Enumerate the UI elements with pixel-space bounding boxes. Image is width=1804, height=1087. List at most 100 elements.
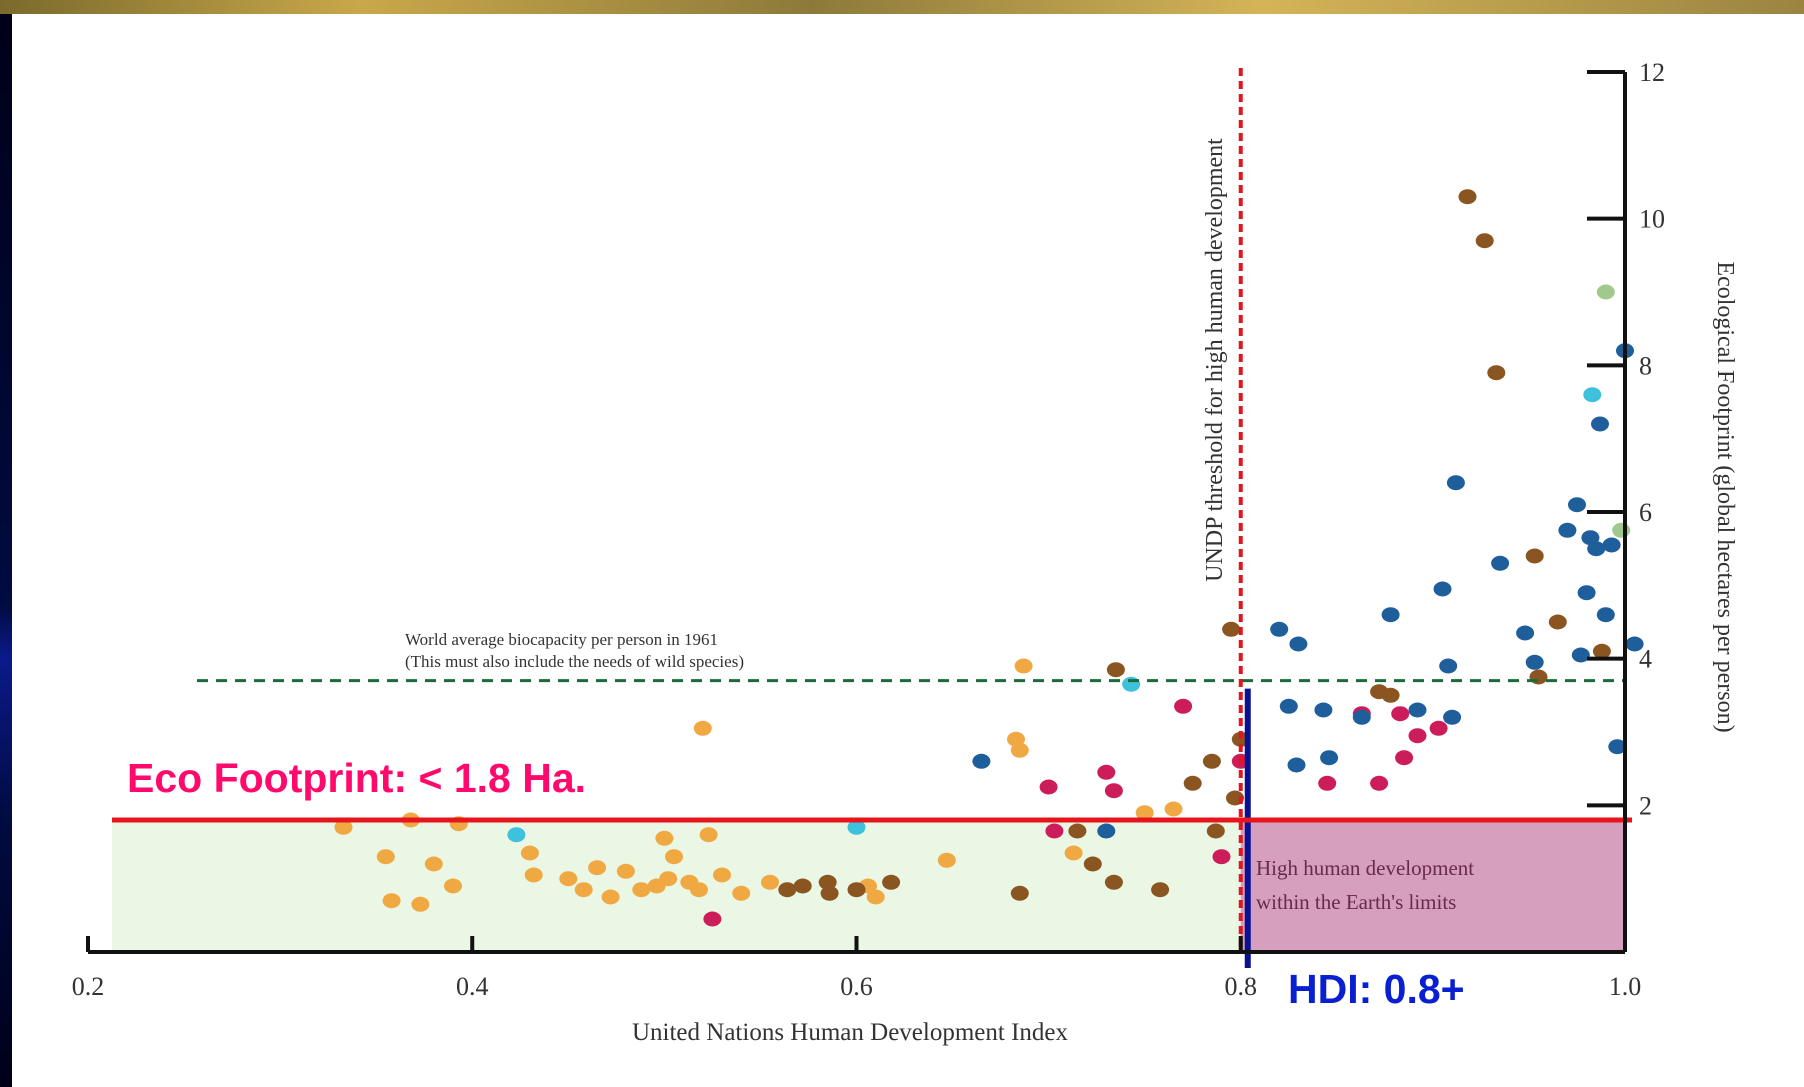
- data-point-africa: [1135, 805, 1154, 821]
- data-point-europe: [1608, 739, 1627, 755]
- data-point-asia: [1529, 669, 1548, 685]
- data-point-africa: [424, 856, 443, 872]
- data-point-north_america: [1612, 522, 1631, 538]
- data-point-asia: [1068, 823, 1087, 839]
- target-zone: [1240, 820, 1625, 952]
- eco-footprint-label: Eco Footprint: < 1.8 Ha.: [127, 755, 586, 801]
- y-tick-label: 4: [1639, 645, 1652, 674]
- data-point-africa: [382, 893, 401, 909]
- data-point-north_america: [1596, 284, 1615, 300]
- data-point-europe: [1381, 607, 1400, 623]
- biocapacity-label-line-1: World average biocapacity per person in …: [405, 630, 718, 649]
- data-point-europe: [1287, 757, 1306, 773]
- y-tick-label: 8: [1639, 351, 1652, 380]
- data-point-europe: [1439, 658, 1458, 674]
- data-point-asia: [1487, 365, 1506, 381]
- data-point-europe: [1491, 555, 1510, 571]
- data-point-latin_america: [1429, 720, 1448, 736]
- top-decorative-band: [0, 0, 1804, 14]
- data-point-africa: [665, 849, 683, 865]
- y-axis-ticks: 2 4 6 8 10 12: [1587, 58, 1665, 820]
- x-tick-label: 0.4: [456, 972, 489, 1001]
- data-point-europe: [1568, 497, 1586, 513]
- data-point-africa: [334, 819, 353, 835]
- data-point-europe: [1289, 636, 1308, 652]
- data-point-africa: [520, 845, 539, 861]
- data-points: [334, 189, 1644, 927]
- data-point-africa: [732, 885, 751, 901]
- threshold-label: UNDP threshold for high human developmen…: [1202, 138, 1228, 582]
- data-point-africa: [659, 871, 678, 887]
- x-tick-label: 1.0: [1609, 972, 1642, 1001]
- data-point-asia: [1010, 885, 1029, 901]
- data-point-asia: [847, 882, 866, 898]
- y-tick-label: 12: [1639, 58, 1665, 87]
- data-point-africa: [1164, 801, 1183, 817]
- hdi-label: HDI: 0.8+: [1288, 966, 1465, 1012]
- data-point-europe: [1525, 654, 1544, 670]
- quadrant-label-line-2: within the Earth's limits: [1256, 890, 1456, 914]
- data-point-asia: [1083, 856, 1102, 872]
- data-point-africa: [444, 878, 462, 894]
- x-tick-label: 0.8: [1225, 972, 1258, 1001]
- data-point-asia: [1222, 621, 1241, 637]
- data-point-asia: [1183, 775, 1202, 791]
- data-point-latin_america: [1039, 779, 1058, 795]
- data-point-africa: [693, 720, 712, 736]
- data-point-asia: [818, 874, 837, 890]
- data-point-asia: [1458, 189, 1477, 205]
- data-point-europe: [1571, 647, 1590, 663]
- data-point-asia: [1106, 662, 1125, 678]
- data-point-latin_america: [1045, 823, 1064, 839]
- data-point-africa: [616, 863, 635, 879]
- y-tick-label: 6: [1639, 498, 1652, 527]
- data-point-asia: [1475, 233, 1494, 249]
- data-point-africa: [632, 882, 651, 898]
- data-point-middle_east: [847, 819, 866, 835]
- data-point-africa: [411, 896, 430, 912]
- data-point-europe: [1279, 698, 1298, 714]
- data-point-europe: [1602, 537, 1621, 553]
- data-point-europe: [1314, 702, 1333, 718]
- data-point-asia: [778, 882, 797, 898]
- data-point-middle_east: [507, 827, 526, 843]
- x-axis-ticks: 0.2 0.4 0.6 0.8 1.0: [72, 936, 1642, 1001]
- x-axis-label: United Nations Human Development Index: [632, 1019, 1069, 1046]
- data-point-latin_america: [1408, 728, 1427, 744]
- data-point-europe: [1408, 702, 1427, 718]
- data-point-europe: [1352, 709, 1371, 725]
- data-point-latin_america: [1370, 775, 1389, 791]
- data-point-asia: [1206, 823, 1225, 839]
- data-point-asia: [1202, 753, 1221, 769]
- data-point-africa: [655, 830, 674, 846]
- data-point-europe: [1446, 475, 1465, 491]
- data-point-africa: [937, 852, 956, 868]
- data-point-africa: [559, 871, 578, 887]
- data-point-asia: [1104, 874, 1123, 890]
- data-point-africa: [376, 849, 395, 865]
- data-point-latin_america: [1391, 706, 1410, 722]
- data-point-europe: [1443, 709, 1462, 725]
- data-point-africa: [866, 889, 885, 905]
- data-point-latin_america: [1395, 750, 1414, 766]
- low-footprint-zone: [112, 820, 1241, 952]
- data-point-middle_east: [1583, 387, 1602, 403]
- data-point-africa: [761, 874, 779, 890]
- quadrant-label-line-1: High human development: [1256, 856, 1474, 880]
- data-point-europe: [1516, 625, 1535, 641]
- data-point-europe: [1591, 416, 1609, 432]
- x-tick-label: 0.6: [840, 972, 873, 1001]
- data-point-asia: [793, 878, 812, 894]
- data-point-asia: [1151, 882, 1170, 898]
- data-point-europe: [1625, 636, 1644, 652]
- data-point-africa: [574, 882, 593, 898]
- data-point-europe: [1270, 621, 1289, 637]
- data-point-africa: [1014, 658, 1033, 674]
- data-point-asia: [1525, 548, 1544, 564]
- data-point-asia: [820, 885, 839, 901]
- data-point-asia: [1548, 614, 1567, 630]
- data-point-latin_america: [1318, 775, 1337, 791]
- left-decorative-bar: [0, 14, 12, 1087]
- data-point-africa: [588, 860, 607, 876]
- y-tick-label: 10: [1639, 205, 1665, 234]
